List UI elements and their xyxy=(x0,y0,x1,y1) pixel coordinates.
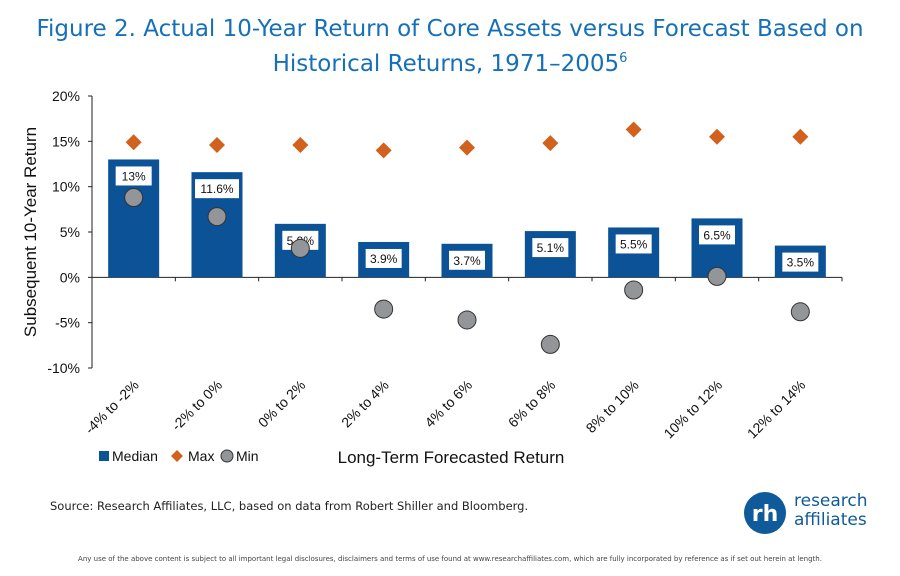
median-data-label: 3.7% xyxy=(453,254,481,268)
x-category-label: 10% to 12% xyxy=(660,377,725,442)
min-marker xyxy=(457,310,477,330)
y-tick-label: 10% xyxy=(52,179,80,195)
data-label-box xyxy=(115,166,152,186)
max-marker xyxy=(292,136,309,153)
x-category-label: 0% to 2% xyxy=(255,377,309,431)
x-category-label: 12% to 14% xyxy=(744,377,809,442)
title-footnote: 6 xyxy=(619,51,628,66)
min-marker xyxy=(540,334,560,354)
chart-title-line2-wrap: Historical Returns, 1971–20056 xyxy=(0,44,900,79)
max-marker xyxy=(625,121,642,138)
legend-min-label: Min xyxy=(236,448,259,464)
median-data-label: 6.5% xyxy=(703,228,731,242)
data-label-box xyxy=(615,234,652,254)
data-label-box xyxy=(782,252,819,272)
chart-svg: -10% -5% 0% 5% 10% 15% 20% Subsequent 10-Year R… xyxy=(21,88,843,467)
chart-title-line1: Figure 2. Actual 10-Year Return of Core … xyxy=(36,16,864,42)
data-label-box xyxy=(699,225,735,245)
min-marker xyxy=(290,238,310,258)
chart-title: Figure 2. Actual 10-Year Return of Core … xyxy=(0,14,900,79)
min-marker xyxy=(790,302,810,322)
y-tick-label: 20% xyxy=(52,88,80,104)
min-marker xyxy=(124,188,144,208)
legend-max-label: Max xyxy=(188,448,214,464)
x-category-label: -2% to 0% xyxy=(168,377,225,434)
legend-min-swatch xyxy=(220,449,234,463)
y-tick-label: 0% xyxy=(60,269,80,285)
max-marker xyxy=(459,139,475,156)
x-category-label: 4% to 6% xyxy=(421,377,475,431)
max-marker xyxy=(542,135,559,152)
y-tick-label: 15% xyxy=(52,133,80,149)
y-axis-title: Subsequent 10-Year Return xyxy=(21,127,40,337)
min-marker xyxy=(624,280,644,300)
y-tick-label: -10% xyxy=(47,360,80,376)
min-marker xyxy=(374,299,394,319)
logo-line2: affiliates xyxy=(794,510,867,530)
max-marker xyxy=(375,142,392,159)
data-label-box xyxy=(449,250,485,270)
median-data-label: 3.5% xyxy=(787,256,815,270)
data-label-box xyxy=(195,179,239,199)
max-marker xyxy=(125,134,142,151)
max-marker xyxy=(709,128,725,145)
x-category-label: 2% to 4% xyxy=(338,377,392,431)
y-tick-label: -5% xyxy=(55,315,80,331)
logo-glyph: rh xyxy=(752,502,779,527)
source-note: Source: Research Affiliates, LLC, based … xyxy=(50,499,529,513)
legend-median-label: Median xyxy=(112,448,158,464)
min-marker xyxy=(707,266,727,286)
max-marker xyxy=(792,128,809,145)
x-category-label: 8% to 10% xyxy=(583,377,642,436)
min-marker xyxy=(207,207,227,227)
x-category-label: 6% to 8% xyxy=(505,377,559,431)
logo-mark-icon: rh xyxy=(744,492,786,534)
disclaimer: Any use of the above content is subject … xyxy=(78,555,822,563)
research-affiliates-logo: rh research affiliates xyxy=(744,488,874,536)
legend-median-swatch xyxy=(99,451,109,461)
max-marker xyxy=(209,136,225,153)
data-label-box xyxy=(532,238,569,258)
logo-text: research affiliates xyxy=(794,492,868,530)
legend-max-swatch xyxy=(171,450,183,462)
x-axis-title: Long-Term Forecasted Return xyxy=(338,448,565,467)
logo-glyph-text: rh xyxy=(752,502,779,527)
x-category-label: -4% to -2% xyxy=(82,377,142,437)
chart-title-line2: Historical Returns, 1971–2005 xyxy=(272,51,620,77)
y-tick-label: 5% xyxy=(60,224,80,240)
median-data-label: 13% xyxy=(122,169,146,183)
data-label-box xyxy=(365,248,402,268)
logo-line1: research xyxy=(794,491,868,511)
median-data-label: 5.5% xyxy=(620,237,648,251)
median-data-label: 11.6% xyxy=(200,182,233,196)
median-data-label: 5.1% xyxy=(537,241,565,255)
median-data-label: 3.9% xyxy=(370,252,398,266)
